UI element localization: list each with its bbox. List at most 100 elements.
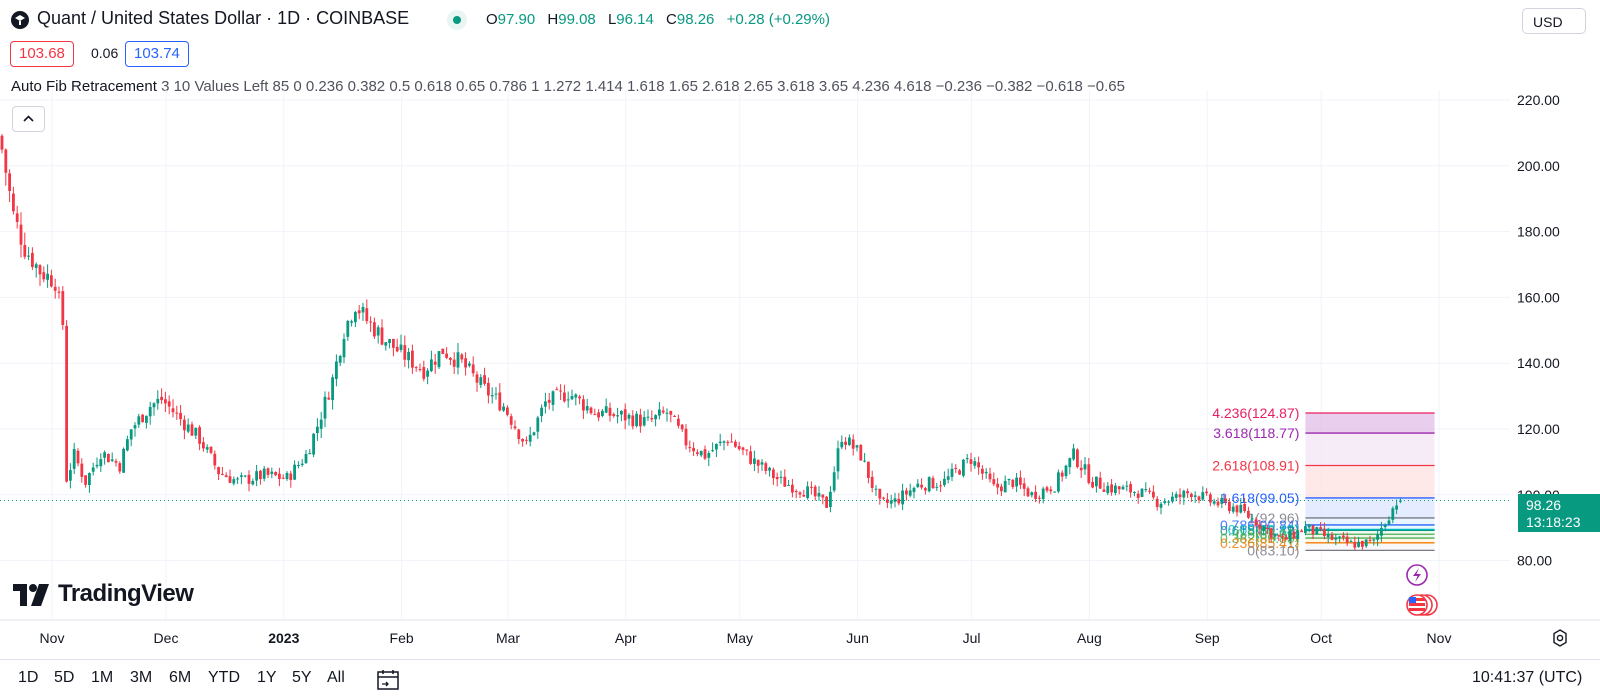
candle[interactable] — [886, 493, 889, 509]
range-1m-button[interactable]: 1M — [91, 669, 114, 686]
candle[interactable] — [141, 413, 144, 423]
candle[interactable] — [897, 492, 901, 506]
candle[interactable] — [1216, 497, 1220, 508]
candle[interactable] — [1083, 456, 1087, 475]
candle[interactable] — [1019, 470, 1022, 489]
candle[interactable] — [536, 415, 540, 439]
candle[interactable] — [1136, 490, 1140, 504]
candle[interactable] — [232, 476, 236, 486]
candle[interactable] — [426, 368, 429, 385]
candle[interactable] — [369, 316, 372, 332]
candle[interactable] — [1361, 540, 1364, 550]
candle[interactable] — [145, 415, 148, 429]
candle[interactable] — [787, 479, 790, 487]
candle[interactable] — [1323, 522, 1326, 540]
candle[interactable] — [1167, 500, 1170, 506]
candle[interactable] — [1315, 526, 1319, 535]
range-6m-button[interactable]: 6M — [169, 669, 192, 686]
candle[interactable] — [167, 395, 171, 415]
candle[interactable] — [631, 410, 635, 430]
candle[interactable] — [696, 449, 699, 457]
candle[interactable] — [1079, 460, 1083, 478]
candle[interactable] — [126, 435, 129, 452]
candle[interactable] — [908, 483, 912, 498]
candle[interactable] — [1201, 486, 1205, 502]
candle[interactable] — [251, 478, 255, 486]
candle[interactable] — [1003, 475, 1007, 493]
candle[interactable] — [506, 405, 509, 417]
candle[interactable] — [1022, 477, 1026, 497]
candle[interactable] — [350, 319, 353, 327]
candle[interactable] — [680, 423, 684, 433]
candle[interactable] — [164, 391, 167, 413]
candle[interactable] — [240, 472, 243, 485]
candle[interactable] — [1235, 504, 1239, 517]
candle[interactable] — [1087, 457, 1091, 485]
candle[interactable] — [171, 399, 175, 418]
candle[interactable] — [734, 439, 737, 448]
candle[interactable] — [1326, 527, 1330, 544]
candle[interactable] — [1076, 448, 1079, 469]
candle[interactable] — [304, 449, 308, 464]
candle[interactable] — [1368, 535, 1372, 543]
candle[interactable] — [1311, 525, 1315, 539]
candle[interactable] — [1041, 486, 1045, 504]
candle[interactable] — [578, 394, 581, 405]
candle[interactable] — [1030, 491, 1034, 498]
candle[interactable] — [673, 414, 676, 417]
candle[interactable] — [1193, 491, 1197, 503]
candle[interactable] — [76, 448, 80, 467]
candle[interactable] — [1387, 516, 1391, 525]
candle[interactable] — [160, 388, 163, 405]
candle[interactable] — [1364, 539, 1368, 549]
candle[interactable] — [1174, 491, 1178, 502]
candle[interactable] — [1391, 506, 1395, 524]
candle[interactable] — [920, 478, 923, 490]
candle[interactable] — [574, 393, 578, 406]
candle[interactable] — [912, 486, 916, 499]
candle[interactable] — [642, 410, 646, 427]
candle[interactable] — [316, 418, 319, 441]
candle[interactable] — [939, 480, 942, 493]
candle[interactable] — [1072, 443, 1075, 461]
candle[interactable] — [452, 352, 456, 374]
collapse-legend-button[interactable] — [12, 106, 45, 132]
candle[interactable] — [437, 350, 441, 370]
candle[interactable] — [1144, 482, 1148, 493]
candle[interactable] — [1220, 494, 1224, 509]
candle[interactable] — [1330, 532, 1334, 541]
candle[interactable] — [4, 148, 8, 186]
candle[interactable] — [836, 440, 840, 480]
candle[interactable] — [479, 374, 483, 389]
candle[interactable] — [122, 447, 125, 473]
candle[interactable] — [927, 476, 931, 493]
candle[interactable] — [1098, 471, 1102, 490]
candle[interactable] — [319, 411, 323, 438]
candle[interactable] — [1091, 476, 1094, 489]
candle[interactable] — [278, 467, 281, 487]
candle[interactable] — [1045, 485, 1049, 493]
candle[interactable] — [1266, 524, 1269, 535]
candle[interactable] — [1345, 532, 1349, 547]
candle[interactable] — [1163, 498, 1167, 505]
candle[interactable] — [494, 387, 498, 400]
candle[interactable] — [650, 410, 654, 423]
candle[interactable] — [935, 482, 939, 491]
settings-gear-icon[interactable] — [1550, 628, 1570, 648]
candle[interactable] — [745, 449, 749, 456]
candle[interactable] — [95, 457, 99, 469]
candle[interactable] — [521, 438, 524, 447]
utc-clock[interactable]: 10:41:37 (UTC) — [1472, 669, 1583, 686]
candle[interactable] — [308, 449, 312, 455]
candle[interactable] — [1292, 528, 1296, 540]
candle[interactable] — [107, 453, 110, 463]
flash-event-icon[interactable] — [1406, 564, 1428, 586]
currency-selector[interactable]: USD — [1522, 8, 1586, 34]
candle[interactable] — [794, 489, 798, 499]
candle[interactable] — [449, 356, 452, 366]
candle[interactable] — [893, 492, 897, 508]
candle[interactable] — [1338, 535, 1341, 543]
candle[interactable] — [597, 409, 600, 422]
candle[interactable] — [692, 442, 695, 456]
candle[interactable] — [1129, 481, 1132, 498]
